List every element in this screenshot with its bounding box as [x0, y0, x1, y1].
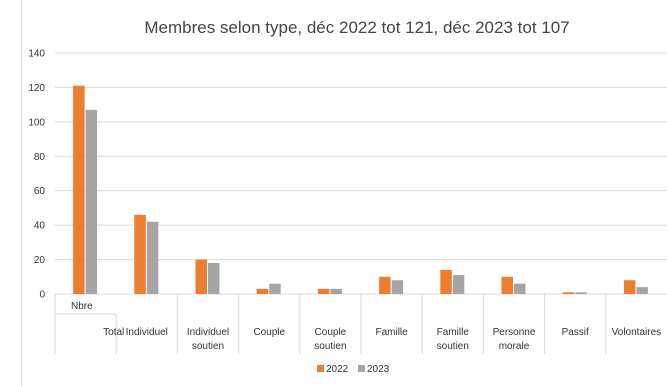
bar-2022: [379, 276, 391, 294]
bar-2023: [575, 292, 587, 294]
bar-2023: [330, 288, 342, 294]
y-tick-label: 20: [34, 255, 46, 266]
bars: [73, 85, 648, 294]
bar-2022: [440, 269, 452, 294]
bar-2023: [208, 263, 220, 294]
bar-2022: [562, 292, 575, 294]
x-tick-label: Passif: [562, 327, 589, 338]
legend-label: 2023: [367, 364, 390, 375]
y-tick-label: 80: [34, 152, 46, 163]
chart-title: Membres selon type, déc 2022 tot 121, dé…: [144, 18, 569, 37]
bar-2023: [269, 283, 281, 294]
bar-2022: [134, 214, 146, 294]
legend: 2022 2023: [317, 364, 390, 375]
bar-2022: [623, 280, 636, 294]
y-tick-label: 100: [28, 117, 45, 128]
x-tick-label: Couple: [253, 327, 285, 338]
x-tick-label: morale: [499, 341, 530, 352]
x-tick-label: Individuel: [187, 327, 229, 338]
y-axis: 0 20 40 60 80 100 120 140: [28, 49, 45, 301]
bar-2023: [636, 287, 648, 294]
bar-2023: [514, 283, 526, 294]
bar-2022: [501, 276, 513, 294]
bar-2022: [73, 85, 85, 294]
legend-swatch-2023: [358, 365, 365, 372]
bar-2022: [317, 288, 330, 294]
y-tick-label: 40: [34, 221, 46, 232]
x-tick-label: Famille: [375, 327, 408, 338]
x-tick-label: soutien: [192, 341, 224, 352]
bar-2023: [146, 221, 159, 294]
y-tick-label: 140: [28, 49, 45, 60]
x-group-label: Total: [103, 327, 124, 338]
bar-2022: [195, 259, 207, 294]
bar-2023: [452, 275, 465, 294]
x-tick-label: Famille: [437, 327, 470, 338]
bar-2022: [256, 288, 269, 294]
x-tick-label: Nbre: [71, 301, 93, 312]
x-tick-label: soutien: [314, 341, 346, 352]
x-tick-label: Volontaires: [612, 327, 661, 338]
x-tick-label: Personne: [493, 327, 536, 338]
legend-label: 2022: [326, 364, 349, 375]
y-tick-label: 120: [28, 83, 45, 94]
x-tick-label: Individuel: [126, 327, 168, 338]
y-tick-label: 60: [34, 186, 46, 197]
x-tick-label: soutien: [437, 341, 469, 352]
legend-swatch-2022: [317, 365, 324, 372]
y-tick-label: 0: [39, 290, 45, 301]
bar-2023: [85, 109, 98, 294]
x-tick-label: Couple: [315, 327, 347, 338]
bar-2023: [391, 280, 404, 294]
